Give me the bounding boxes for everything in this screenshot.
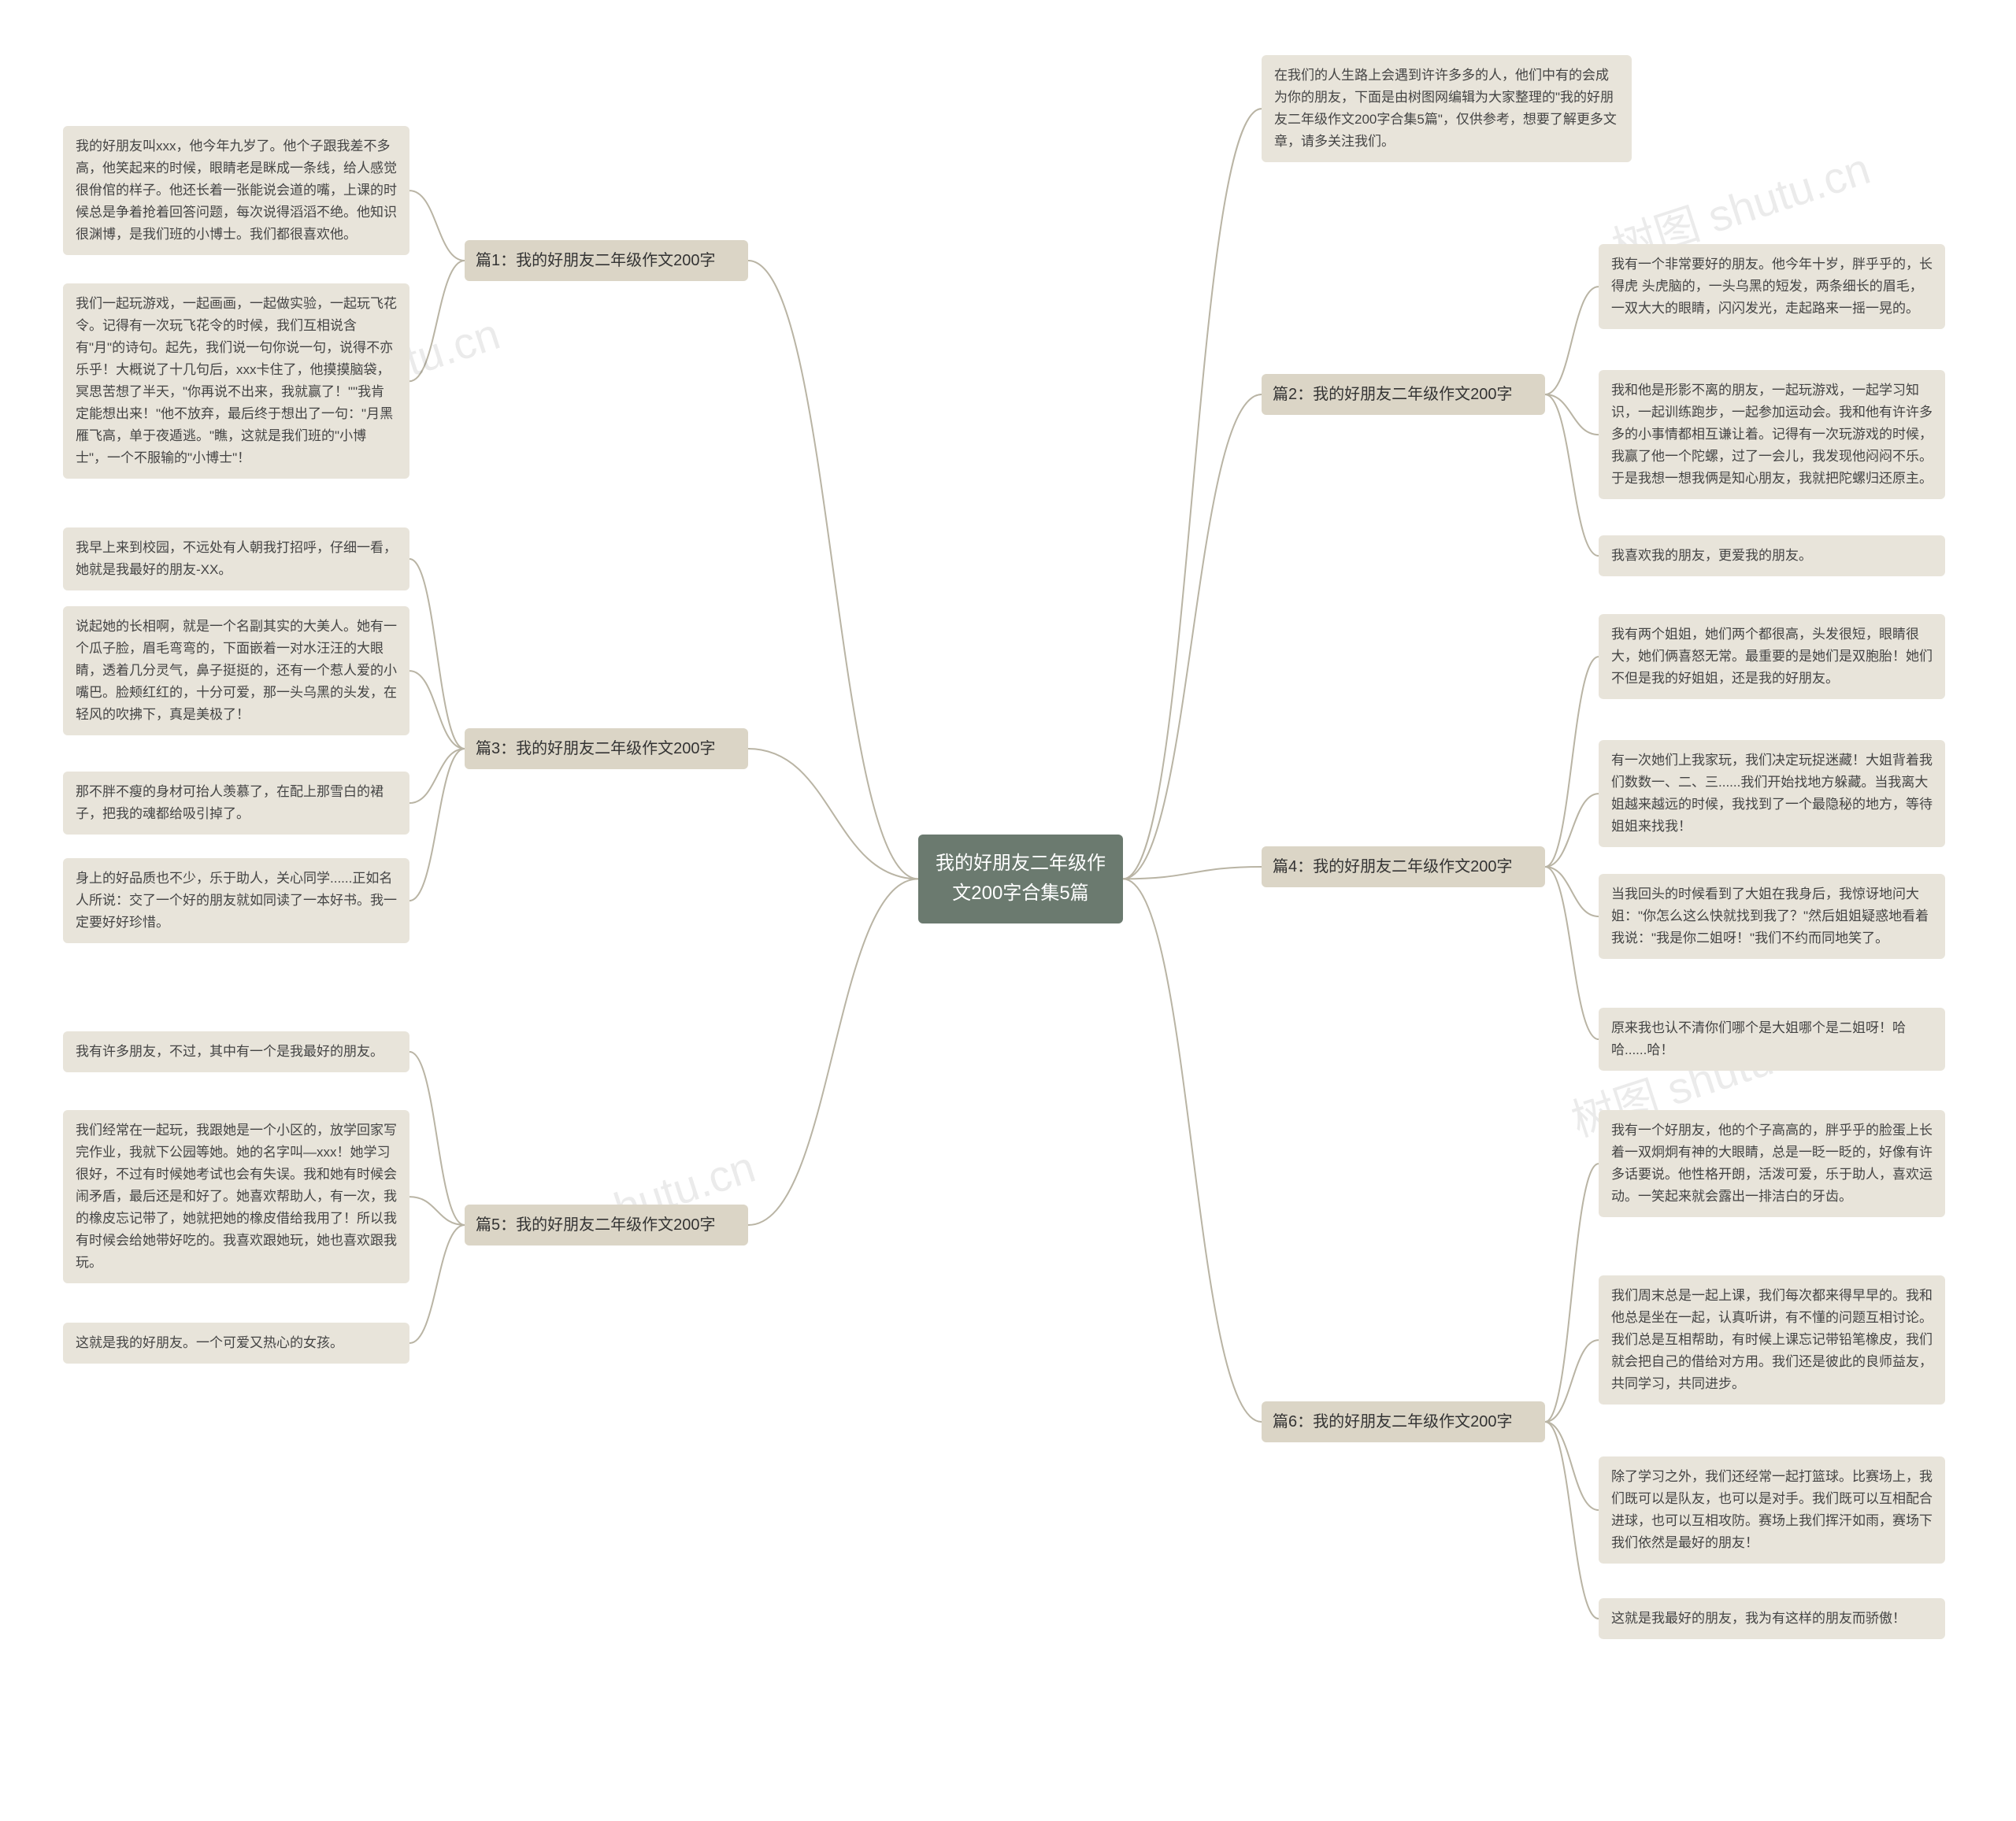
leaf-node: 这就是我最好的朋友，我为有这样的朋友而骄傲！ <box>1599 1598 1945 1639</box>
branch-node: 篇4：我的好朋友二年级作文200字 <box>1262 846 1545 887</box>
branch-node: 篇5：我的好朋友二年级作文200字 <box>465 1205 748 1245</box>
leaf-node: 我有一个好朋友，他的个子高高的，胖乎乎的脸蛋上长着一双炯炯有神的大眼睛，总是一眨… <box>1599 1110 1945 1217</box>
leaf-node: 我早上来到校园，不远处有人朝我打招呼，仔细一看，她就是我最好的朋友-XX。 <box>63 527 410 590</box>
leaf-node: 我们一起玩游戏，一起画画，一起做实验，一起玩飞花令。记得有一次玩飞花令的时候，我… <box>63 283 410 479</box>
leaf-node: 这就是我的好朋友。一个可爱又热心的女孩。 <box>63 1323 410 1364</box>
branch-node: 篇1：我的好朋友二年级作文200字 <box>465 240 748 281</box>
leaf-node: 我有许多朋友，不过，其中有一个是我最好的朋友。 <box>63 1031 410 1072</box>
branch-node: 篇6：我的好朋友二年级作文200字 <box>1262 1401 1545 1442</box>
leaf-node: 说起她的长相啊，就是一个名副其实的大美人。她有一个瓜子脸，眉毛弯弯的，下面嵌着一… <box>63 606 410 735</box>
leaf-node: 我们经常在一起玩，我跟她是一个小区的，放学回家写完作业，我就下公园等她。她的名字… <box>63 1110 410 1283</box>
leaf-node: 我们周末总是一起上课，我们每次都来得早早的。我和他总是坐在一起，认真听讲，有不懂… <box>1599 1275 1945 1405</box>
leaf-node: 我有两个姐姐，她们两个都很高，头发很短，眼睛很大，她们俩喜怒无常。最重要的是她们… <box>1599 614 1945 699</box>
center-node: 我的好朋友二年级作文200字合集5篇 <box>918 835 1123 923</box>
intro-leaf: 在我们的人生路上会遇到许许多多的人，他们中有的会成为你的朋友，下面是由树图网编辑… <box>1262 55 1632 162</box>
leaf-node: 身上的好品质也不少，乐于助人，关心同学......正如名人所说：交了一个好的朋友… <box>63 858 410 943</box>
leaf-node: 有一次她们上我家玩，我们决定玩捉迷藏！大姐背着我们数数一、二、三......我们… <box>1599 740 1945 847</box>
leaf-node: 我有一个非常要好的朋友。他今年十岁，胖乎乎的，长得虎 头虎脑的，一头乌黑的短发，… <box>1599 244 1945 329</box>
leaf-node: 除了学习之外，我们还经常一起打篮球。比赛场上，我们既可以是队友，也可以是对手。我… <box>1599 1456 1945 1564</box>
branch-node: 篇2：我的好朋友二年级作文200字 <box>1262 374 1545 415</box>
leaf-node: 我的好朋友叫xxx，他今年九岁了。他个子跟我差不多高，他笑起来的时候，眼睛老是眯… <box>63 126 410 255</box>
leaf-node: 我和他是形影不离的朋友，一起玩游戏，一起学习知识，一起训练跑步，一起参加运动会。… <box>1599 370 1945 499</box>
leaf-node: 原来我也认不清你们哪个是大姐哪个是二姐呀！哈哈......哈！ <box>1599 1008 1945 1071</box>
branch-node: 篇3：我的好朋友二年级作文200字 <box>465 728 748 769</box>
leaf-node: 当我回头的时候看到了大姐在我身后，我惊讶地问大姐："你怎么这么快就找到我了？"然… <box>1599 874 1945 959</box>
leaf-node: 我喜欢我的朋友，更爱我的朋友。 <box>1599 535 1945 576</box>
leaf-node: 那不胖不瘦的身材可抬人羡慕了，在配上那雪白的裙子，把我的魂都给吸引掉了。 <box>63 772 410 835</box>
